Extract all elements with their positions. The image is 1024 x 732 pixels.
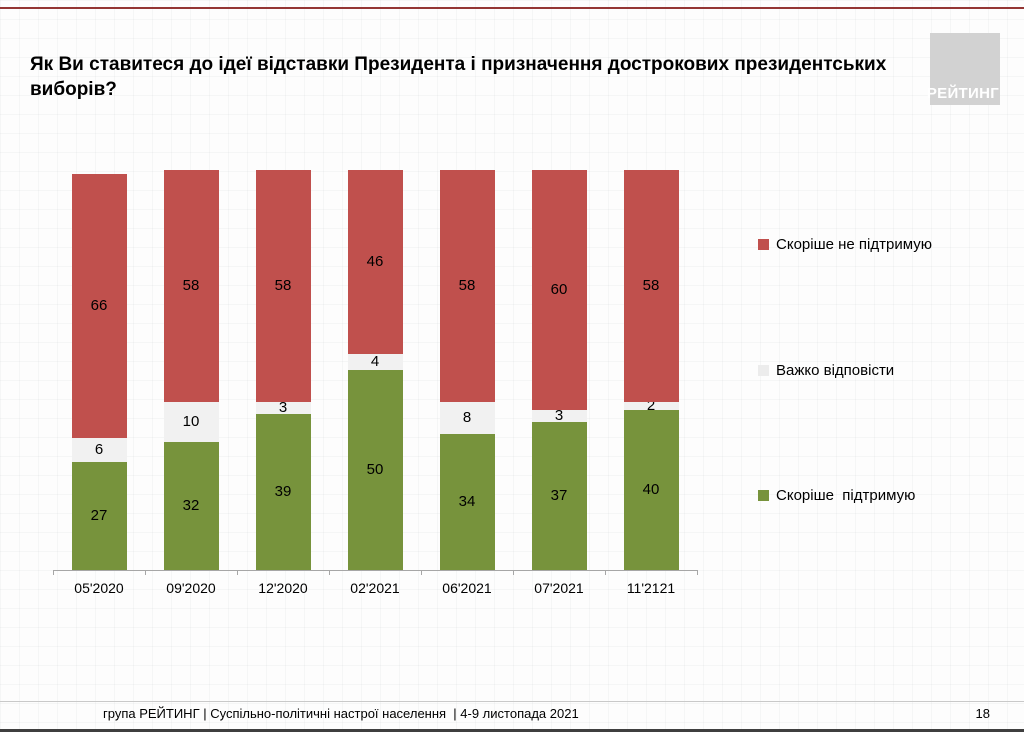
bar-segment	[531, 422, 587, 570]
x-axis-tick	[697, 570, 698, 575]
chart-legend: Скоріше не підтримую Важко відповісти Скор…	[758, 236, 1020, 504]
bar-segment	[163, 442, 219, 570]
x-axis-tick	[513, 570, 514, 575]
bar-segment	[623, 410, 679, 570]
x-axis-label: 09'2020	[166, 580, 216, 596]
bar-segment	[163, 402, 219, 442]
bar-segment	[163, 170, 219, 402]
page-title: Як Ви ставитеся до ідеї відставки Презид…	[30, 54, 887, 101]
bar-segment	[439, 434, 495, 570]
x-axis-label: 06'2021	[442, 580, 492, 596]
bar-value-label: 66	[90, 297, 108, 314]
bar-segment	[71, 462, 127, 570]
bar-value-label: 3	[554, 407, 564, 424]
bar-value-label: 60	[550, 281, 568, 298]
bar-value-label: 8	[462, 409, 472, 426]
x-axis-tick	[329, 570, 330, 575]
bar-value-label: 2	[646, 397, 656, 414]
bar-value-label: 10	[182, 413, 200, 430]
bar-segment	[531, 410, 587, 422]
bar-value-label: 58	[458, 277, 476, 294]
bar-value-label: 40	[642, 481, 660, 498]
bar-segment	[71, 438, 127, 462]
legend-label: Важко відповісти	[776, 361, 895, 379]
bar-value-label: 58	[642, 277, 660, 294]
legend-item: Скоріше не підтримую	[758, 236, 1020, 253]
legend-label: Скоріше підтримую	[776, 487, 916, 504]
footer-text: група РЕЙТИНГ | Суспільно-політичні наст…	[103, 706, 579, 721]
bar-value-label: 58	[182, 277, 200, 294]
bar-segment	[623, 402, 679, 410]
bar-segment	[439, 402, 495, 434]
legend-swatch-icon	[758, 364, 769, 376]
bar-value-label: 58	[274, 277, 292, 294]
legend-swatch-icon	[758, 490, 769, 501]
x-axis-tick	[145, 570, 146, 575]
bar-segment	[531, 170, 587, 410]
x-axis-tick	[421, 570, 422, 575]
page-number: 18	[975, 706, 990, 721]
x-axis-tick	[237, 570, 238, 575]
bar-segment	[623, 170, 679, 402]
x-axis-tick	[53, 570, 54, 575]
x-axis-tick	[605, 570, 606, 575]
x-axis-label: 12'2020	[258, 580, 308, 596]
bar-segment	[347, 354, 403, 370]
bar-segment	[71, 174, 127, 438]
bar-segment	[347, 370, 403, 570]
legend-item: Важко відповісти	[758, 362, 1020, 379]
legend-label: Скоріше не підтримую	[776, 236, 932, 253]
legend-item: Скоріше підтримую	[758, 487, 1020, 504]
bar-value-label: 4	[370, 353, 380, 370]
bar-segment	[255, 402, 311, 414]
bar-value-label: 6	[94, 441, 104, 458]
bar-value-label: 32	[182, 497, 200, 514]
bar-value-label: 39	[274, 483, 292, 500]
footer-divider	[0, 701, 1024, 702]
legend-swatch-icon	[758, 239, 769, 250]
bar-segment	[255, 414, 311, 570]
rating-logo: РЕЙТИНГ	[926, 33, 1000, 105]
bar-value-label: 46	[366, 253, 384, 270]
x-axis-label: 11'2121	[626, 580, 676, 596]
x-axis-line	[53, 570, 697, 571]
bar-value-label: 37	[550, 487, 568, 504]
bar-segment	[439, 170, 495, 402]
bar-value-label: 34	[458, 493, 476, 510]
bar-segment	[255, 170, 311, 402]
rating-logo-text: РЕЙТИНГ	[926, 85, 999, 102]
x-axis-label: 02'2021	[350, 580, 400, 596]
bar-value-label: 27	[90, 507, 108, 524]
bar-value-label: 50	[366, 461, 384, 478]
bottom-rule	[0, 729, 1024, 732]
x-axis-label: 05'2020	[74, 580, 124, 596]
x-axis-label: 07'2021	[534, 580, 584, 596]
bar-segment	[347, 170, 403, 354]
top-rule	[0, 7, 1024, 9]
bar-value-label: 3	[278, 399, 288, 416]
